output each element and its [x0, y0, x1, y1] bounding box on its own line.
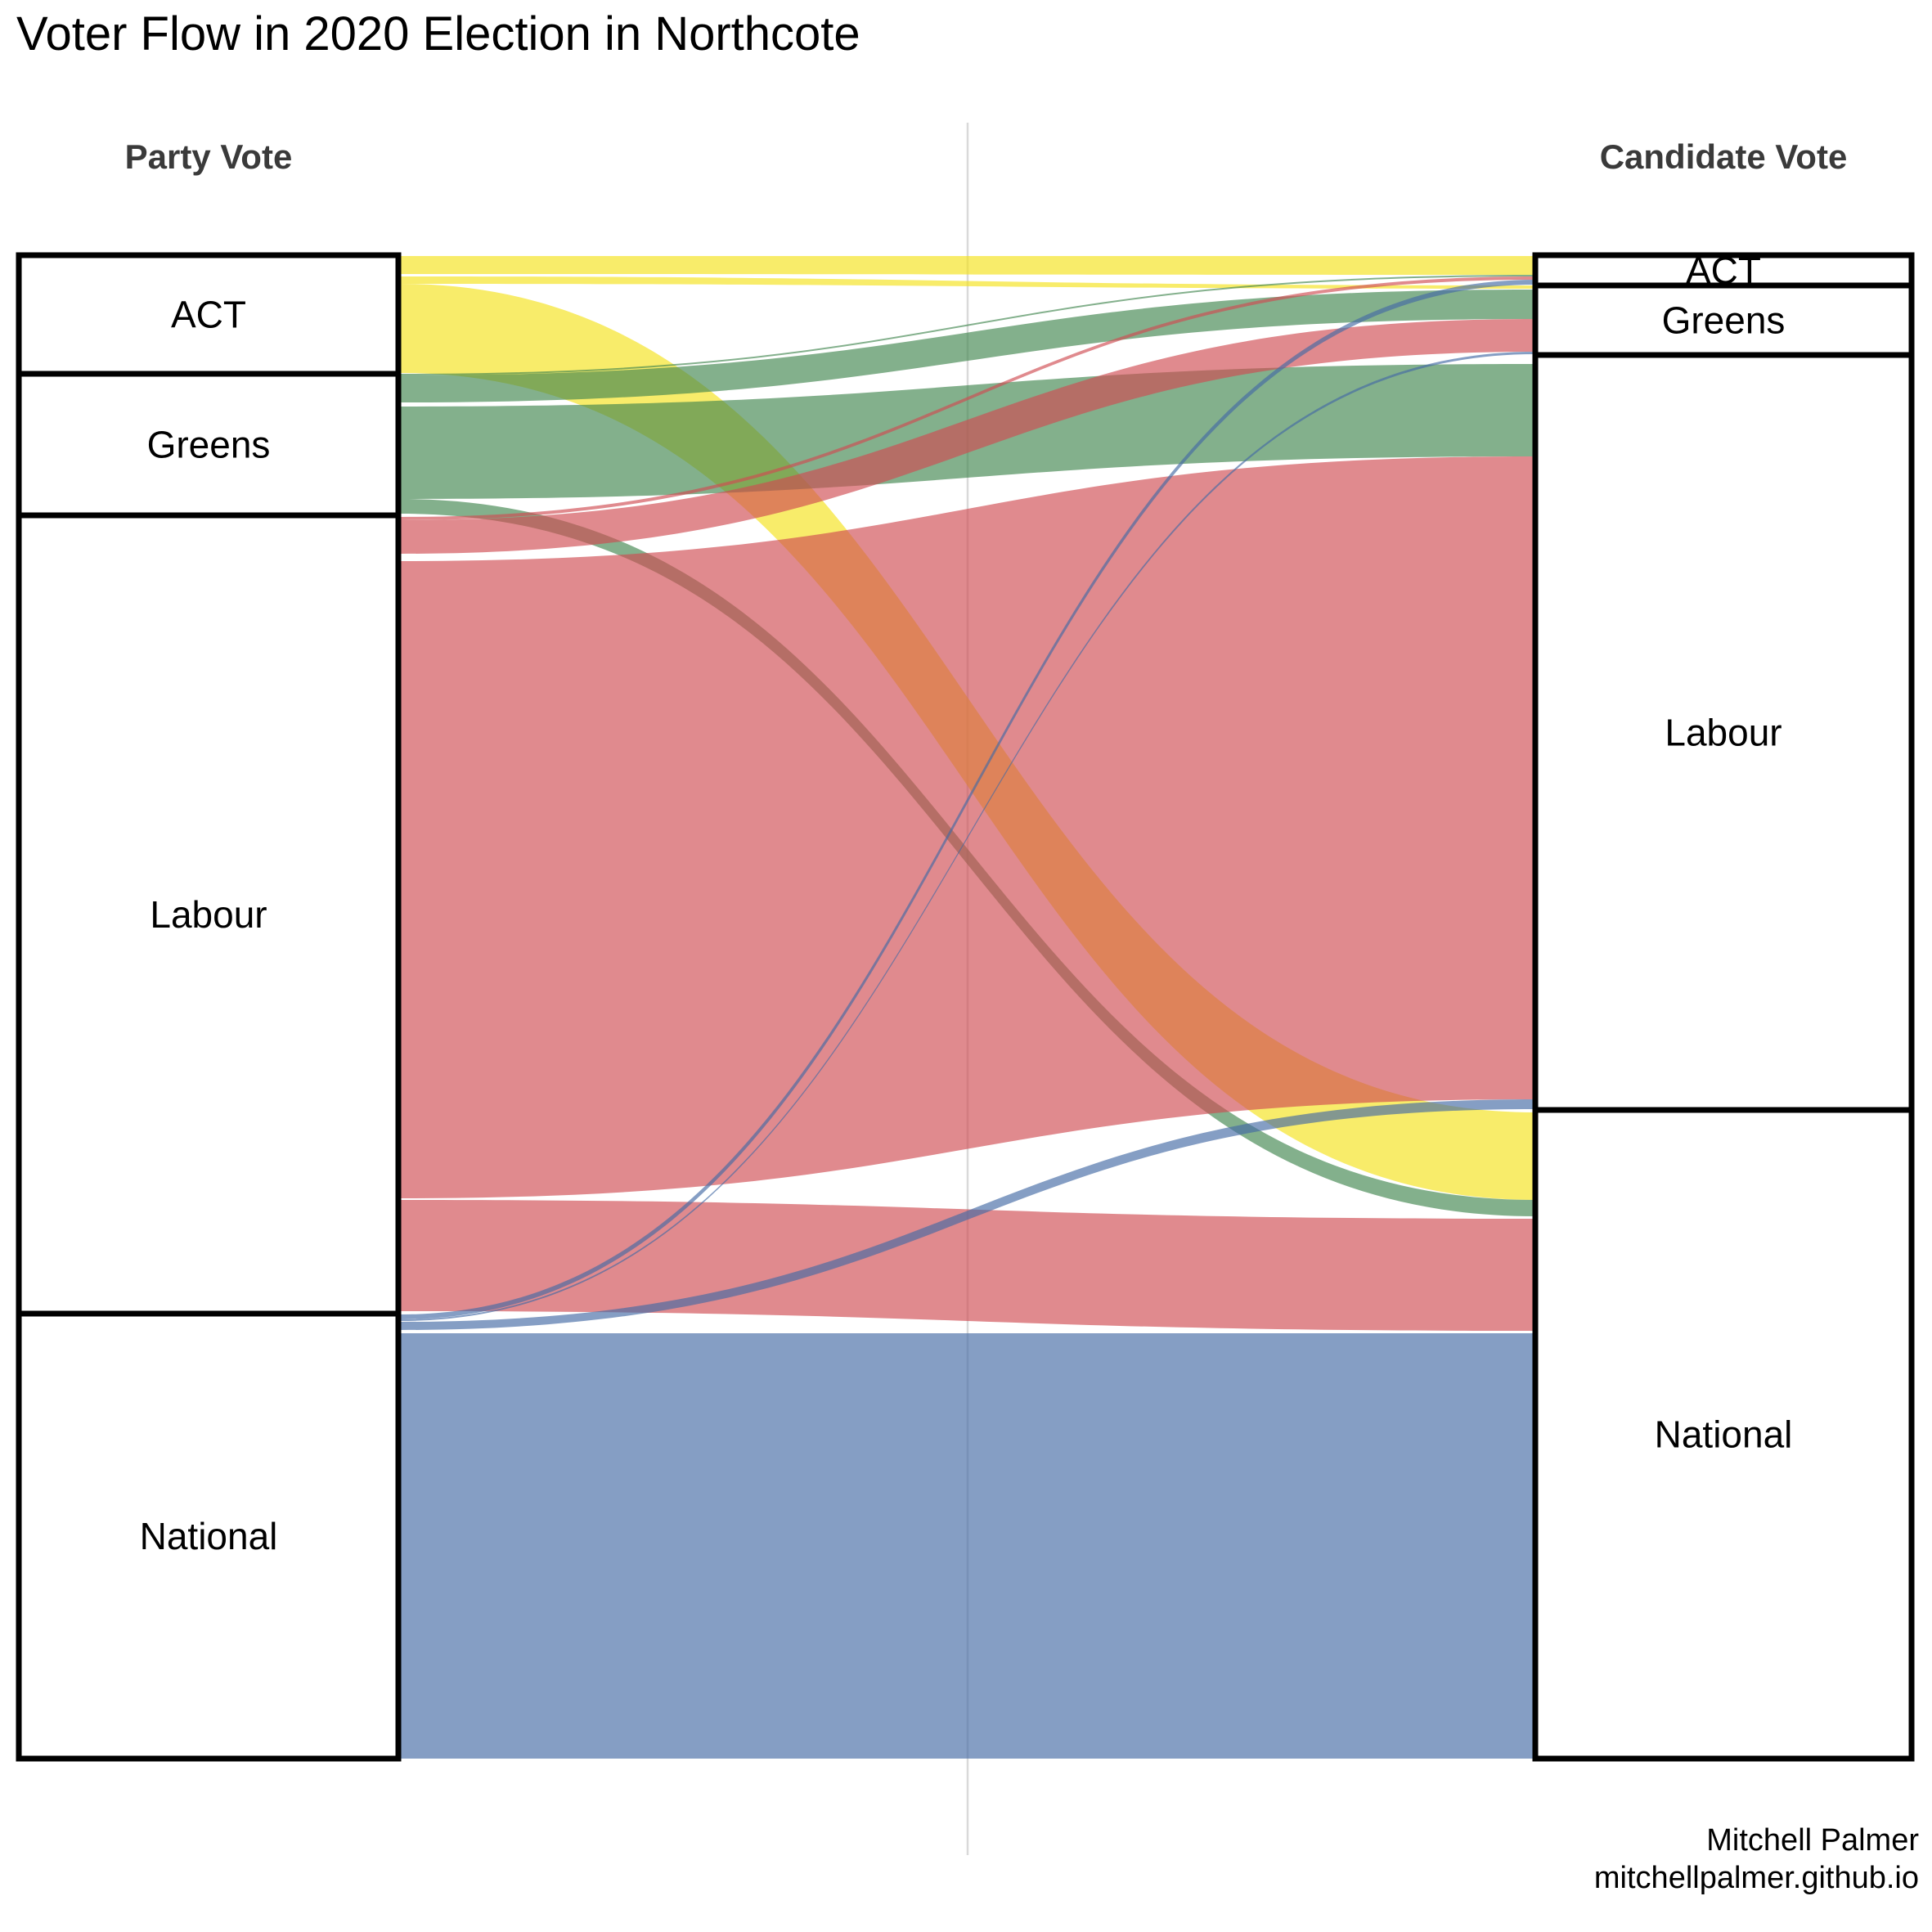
candidate-vote-header: Candidate Vote: [1599, 137, 1848, 176]
node-right-greens: [1532, 282, 1915, 358]
flow-Labour-to-Labour: [401, 456, 1535, 1198]
node-label-left-labour: Labour: [150, 893, 267, 936]
flow-Greens-to-Greens: [401, 290, 1535, 402]
flow-National-to-Labour: [401, 1099, 1535, 1330]
node-label-right-greens: Greens: [1662, 299, 1786, 342]
node-label-left-act: ACT: [171, 294, 246, 336]
flow-National-to-Greens: [401, 352, 1535, 1321]
node-label-left-national: National: [140, 1515, 278, 1557]
flow-Labour-to-ACT: [401, 276, 1535, 520]
node-left-greens: [16, 371, 402, 519]
flow-National-to-National: [401, 1333, 1535, 1759]
flow-ACT-to-ACT: [401, 256, 1535, 275]
node-label-right-national: National: [1655, 1413, 1793, 1456]
party-vote-header: Party Vote: [124, 137, 293, 176]
attribution-name: Mitchell Palmer: [1706, 1823, 1919, 1858]
chart-title: Voter Flow in 2020 Election in Northcote: [16, 7, 860, 61]
flow-Labour-to-Greens: [401, 319, 1535, 554]
flow-Labour-to-National: [401, 1200, 1535, 1331]
attribution-site: mitchellpalmer.github.io: [1593, 1860, 1919, 1895]
node-label-right-labour: Labour: [1665, 712, 1781, 754]
node-left-national: [16, 1310, 402, 1762]
node-right-national: [1532, 1107, 1915, 1762]
attribution: Mitchell Palmer mitchellpalmer.github.io: [1594, 1822, 1919, 1897]
flow-Greens-to-ACT: [401, 275, 1535, 375]
flow-National-to-ACT: [401, 280, 1535, 1319]
node-label-left-greens: Greens: [147, 424, 271, 466]
